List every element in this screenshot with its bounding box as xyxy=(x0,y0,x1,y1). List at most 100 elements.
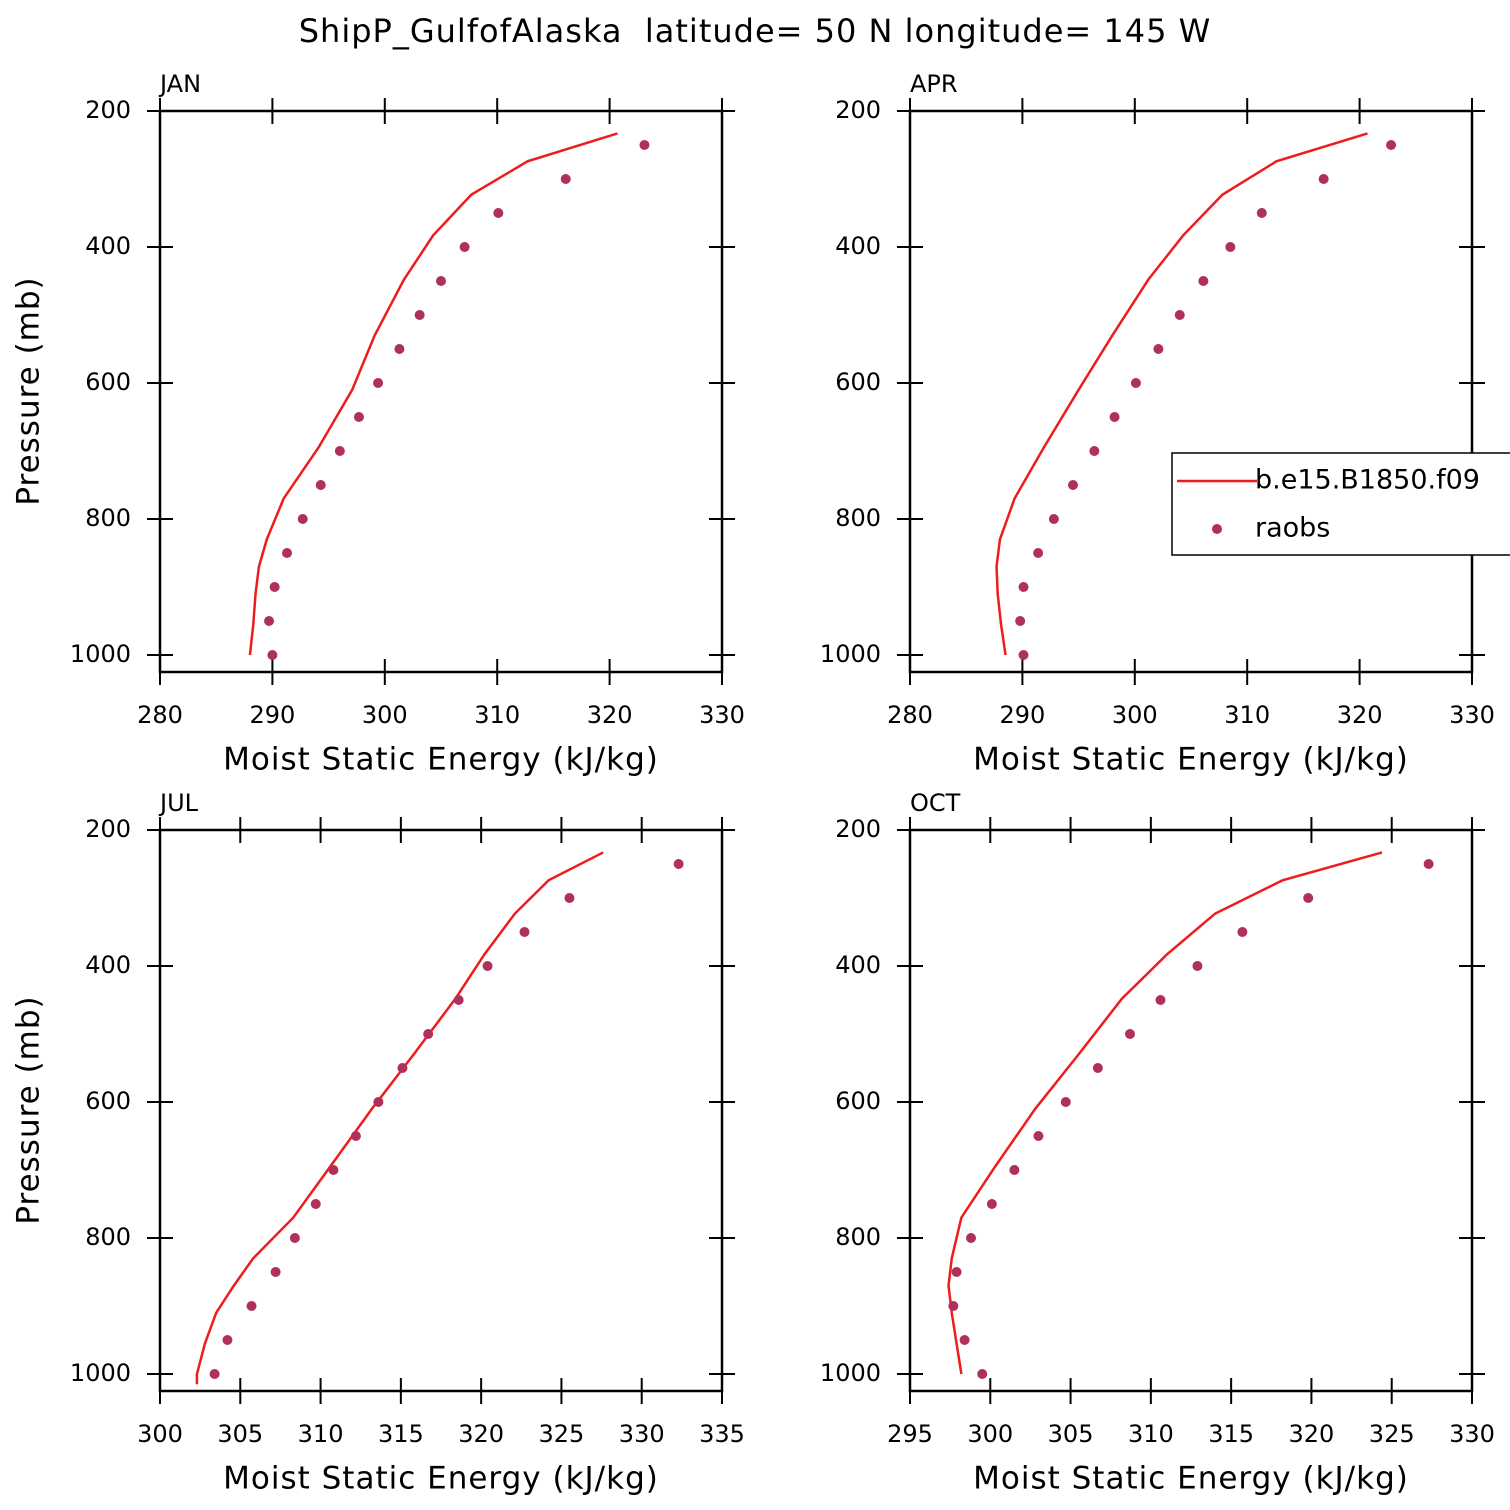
profile-dot xyxy=(397,1063,408,1073)
profile-dot xyxy=(1303,893,1314,903)
x-tick-label: 300 xyxy=(362,701,408,729)
x-tick-label: 300 xyxy=(967,1420,1013,1448)
profile-dot xyxy=(310,1199,321,1209)
y-tick-label: 800 xyxy=(85,504,131,532)
panel: APR 280 290 300 310 320 330 200 400 600 800 1000 Moi… xyxy=(820,70,1510,778)
x-tick-label: 315 xyxy=(378,1420,424,1448)
profile-dot xyxy=(1225,242,1236,252)
y-tick-label: 600 xyxy=(85,368,131,396)
y-tick-label: 200 xyxy=(835,815,881,843)
y-tick-label: 400 xyxy=(835,232,881,260)
y-tick-label: 200 xyxy=(85,96,131,124)
profile-dot xyxy=(1130,378,1141,388)
profile-dot xyxy=(519,927,530,937)
plot-frame xyxy=(158,109,724,674)
plot-area xyxy=(947,851,1434,1379)
profile-dot xyxy=(328,1165,339,1175)
x-tick-label: 330 xyxy=(1449,1420,1495,1448)
profile-dot xyxy=(1423,859,1434,869)
y-tick-label: 1000 xyxy=(70,640,131,668)
x-tick-label: 280 xyxy=(887,701,933,729)
profile-dot xyxy=(269,582,280,592)
x-tick-label: 320 xyxy=(1289,1420,1335,1448)
profile-dot xyxy=(222,1335,233,1345)
x-axis-label: Moist Static Energy (kJ/kg) xyxy=(973,1461,1409,1497)
panel: JAN 280 290 300 310 320 330 200 400 600 800 1000 Moi… xyxy=(11,70,745,778)
profile-dot xyxy=(948,1301,959,1311)
profile-dot xyxy=(1089,446,1100,456)
profile-dot xyxy=(315,480,326,490)
plot-area xyxy=(195,851,684,1385)
profile-dot xyxy=(453,995,464,1005)
profile-dot xyxy=(1386,140,1397,150)
x-tick-label: 325 xyxy=(539,1420,585,1448)
y-tick-label: 200 xyxy=(85,815,131,843)
panel-label: JUL xyxy=(158,789,199,817)
y-tick-label: 1000 xyxy=(820,640,881,668)
legend-dot xyxy=(1212,524,1222,534)
profile-dot xyxy=(394,344,405,354)
profile-dot xyxy=(1153,344,1164,354)
profile-line xyxy=(248,132,618,656)
y-tick-label: 800 xyxy=(835,504,881,532)
profile-dot xyxy=(1048,514,1059,524)
profile-dot xyxy=(459,242,470,252)
x-tick-label: 320 xyxy=(587,701,633,729)
legend-box xyxy=(1171,452,1510,556)
profile-dot xyxy=(951,1267,962,1277)
profile-dot xyxy=(1155,995,1166,1005)
profile-dot xyxy=(1018,582,1029,592)
profile-dot xyxy=(414,310,425,320)
x-tick-label: 330 xyxy=(1449,701,1495,729)
profile-dot xyxy=(1318,174,1329,184)
profile-dot xyxy=(1198,276,1209,286)
profile-dot xyxy=(297,514,308,524)
x-tick-label: 330 xyxy=(699,701,745,729)
profile-dot xyxy=(959,1335,970,1345)
y-tick-label: 600 xyxy=(835,1087,881,1115)
profile-dot xyxy=(246,1301,257,1311)
profile-dot xyxy=(282,548,293,558)
x-tick-label: 305 xyxy=(1048,1420,1094,1448)
y-tick-label: 400 xyxy=(85,232,131,260)
profile-dot xyxy=(423,1029,434,1039)
profile-dot xyxy=(966,1233,977,1243)
y-tick-label: 400 xyxy=(835,951,881,979)
profile-dot xyxy=(1067,480,1078,490)
profile-dot xyxy=(267,650,278,660)
x-tick-label: 300 xyxy=(137,1420,183,1448)
profile-line xyxy=(195,851,604,1385)
profile-dot xyxy=(1124,1029,1135,1039)
y-axis-label: Pressure (mb) xyxy=(11,995,47,1224)
profile-dot xyxy=(977,1369,988,1379)
x-tick-label: 305 xyxy=(217,1420,263,1448)
x-tick-label: 320 xyxy=(1337,701,1383,729)
profile-dot xyxy=(350,1131,361,1141)
profile-dot xyxy=(1033,1131,1044,1141)
profile-dot xyxy=(353,412,364,422)
y-axis-label: Pressure (mb) xyxy=(11,276,47,505)
x-tick-label: 325 xyxy=(1369,1420,1415,1448)
panel: JUL 300 305 310 315 320 325 330 335 200 400 600 800 1… xyxy=(11,789,745,1497)
x-tick-label: 310 xyxy=(474,701,520,729)
x-tick-label: 290 xyxy=(249,701,295,729)
profile-dot xyxy=(1033,548,1044,558)
x-tick-label: 320 xyxy=(458,1420,504,1448)
y-tick-label: 800 xyxy=(835,1223,881,1251)
profile-line xyxy=(995,132,1368,656)
profile-dot xyxy=(1092,1063,1103,1073)
profile-dot xyxy=(1018,650,1029,660)
profile-dot xyxy=(1174,310,1185,320)
legend: b.e15.B1850.f09 raobs xyxy=(1171,452,1510,556)
profile-dot xyxy=(289,1233,300,1243)
y-tick-label: 200 xyxy=(835,96,881,124)
profile-dot xyxy=(209,1369,220,1379)
x-tick-label: 300 xyxy=(1112,701,1158,729)
x-tick-label: 310 xyxy=(298,1420,344,1448)
profile-dot xyxy=(639,140,650,150)
x-axis-label: Moist Static Energy (kJ/kg) xyxy=(223,742,659,778)
legend-label: b.e15.B1850.f09 xyxy=(1255,465,1480,496)
panel-label: OCT xyxy=(910,789,961,817)
panel-label: APR xyxy=(910,70,958,98)
plot-frame xyxy=(908,109,1474,674)
